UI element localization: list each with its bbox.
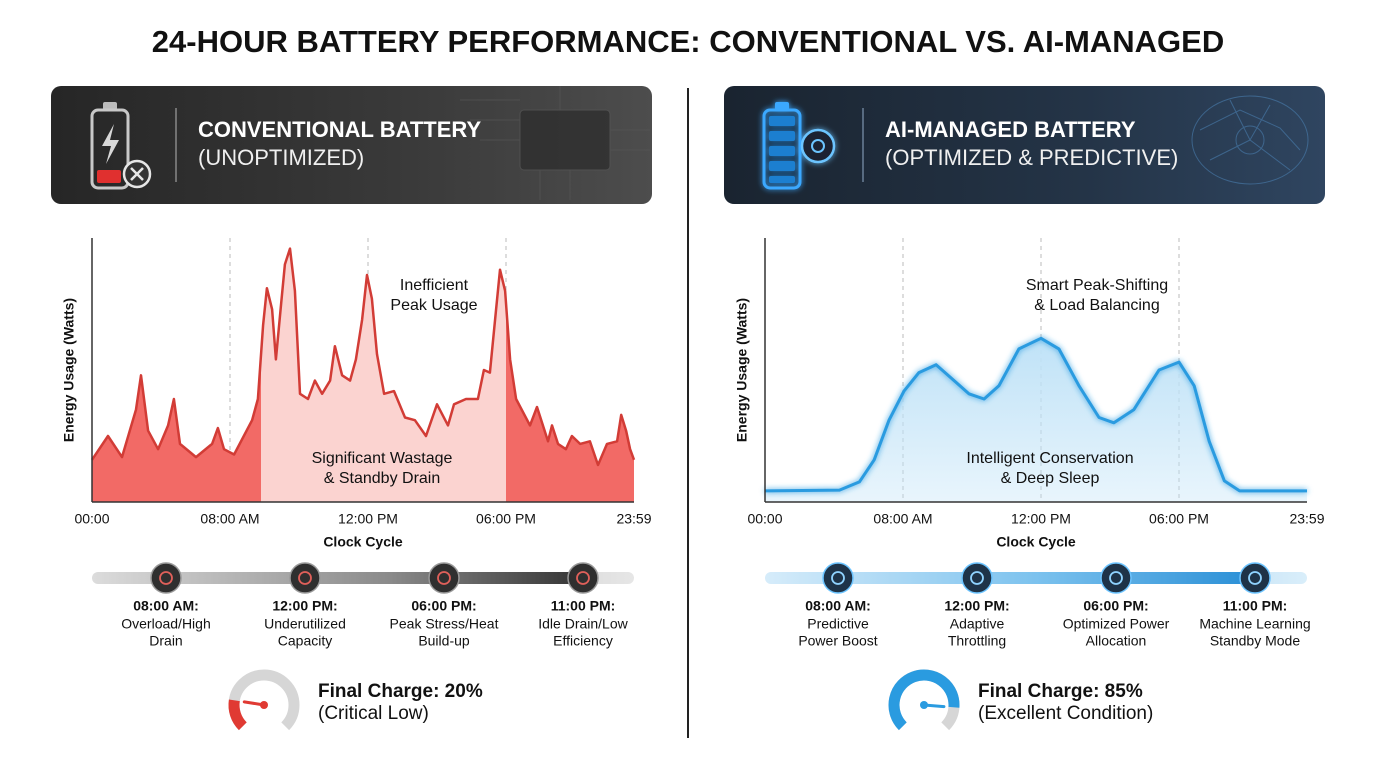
timeline-bar (765, 572, 1307, 584)
x-tick-label: 08:00 AM (200, 511, 259, 527)
milestone-time: 11:00 PM: (1223, 598, 1288, 614)
milestone-time: 08:00 AM: (805, 598, 871, 614)
final-charge-label: Final Charge: 20% (318, 681, 483, 702)
milestone-text: Drain (149, 633, 182, 649)
milestone-time: 08:00 AM: (133, 598, 199, 614)
y-axis-label: Energy Usage (Watts) (61, 298, 77, 442)
milestone-glyph (831, 571, 845, 585)
milestone-icon (428, 562, 460, 594)
timeline-bar (92, 572, 634, 584)
page-title: 24-HOUR BATTERY PERFORMANCE: CONVENTIONA… (152, 24, 1224, 59)
panel-title: CONVENTIONAL BATTERY (198, 117, 481, 142)
milestone-time: 06:00 PM: (411, 598, 476, 614)
panel-subtitle: (UNOPTIMIZED) (198, 145, 364, 170)
annotation: Smart Peak-Shifting (1026, 277, 1168, 294)
gauge-fill (888, 669, 960, 731)
battery-icon (90, 102, 152, 190)
milestone-text: Overload/High (121, 616, 211, 632)
milestone-icon (1239, 562, 1271, 594)
milestone-time: 06:00 PM: (1083, 598, 1148, 614)
milestone-time: 12:00 PM: (272, 598, 337, 614)
milestone-icon (289, 562, 321, 594)
x-tick-label: 06:00 PM (1149, 511, 1209, 527)
x-tick-label: 06:00 PM (476, 511, 536, 527)
gauge-hub (920, 701, 928, 709)
ai-battery-icon (762, 102, 836, 190)
x-tick-label: 23:59 (616, 511, 651, 527)
milestone-icon (1100, 562, 1132, 594)
annotation: & Standby Drain (324, 470, 441, 487)
x-axis-label: Clock Cycle (996, 534, 1076, 550)
milestone-time: 11:00 PM: (551, 598, 616, 614)
final-charge-status: (Excellent Condition) (978, 703, 1153, 724)
panel-subtitle: (OPTIMIZED & PREDICTIVE) (885, 145, 1178, 170)
data-line (90, 247, 636, 467)
milestone-glyph (970, 571, 984, 585)
gauge-hub (260, 701, 268, 709)
panel-title: AI-MANAGED BATTERY (885, 117, 1136, 142)
milestone-icon (567, 562, 599, 594)
data-line (764, 336, 1307, 493)
milestone-text: Capacity (278, 633, 332, 649)
milestone-text: Allocation (1086, 633, 1147, 649)
milestone-text: Idle Drain/Low (538, 616, 628, 632)
milestone-glyph (298, 571, 312, 585)
x-axis-label: Clock Cycle (323, 534, 403, 550)
x-tick-label: 00:00 (74, 511, 109, 527)
milestone-icon (961, 562, 993, 594)
annotation: Peak Usage (390, 297, 477, 314)
milestone-text: Underutilized (264, 616, 346, 632)
milestone-text: Adaptive (950, 616, 1005, 632)
x-tick-label: 08:00 AM (873, 511, 932, 527)
milestone-text: Machine Learning (1199, 616, 1310, 632)
y-axis-label: Energy Usage (Watts) (734, 298, 750, 442)
annotation: Significant Wastage (312, 450, 453, 467)
milestone-text: Peak Stress/Heat (390, 616, 499, 632)
milestone-text: Efficiency (553, 633, 613, 649)
annotation: & Load Balancing (1034, 297, 1159, 314)
milestone-text: Standby Mode (1210, 633, 1300, 649)
milestone-text: Optimized Power (1063, 616, 1170, 632)
milestone-text: Throttling (948, 633, 1006, 649)
area-fill (765, 338, 1307, 502)
gauge-fill (228, 699, 247, 731)
highlight-fill (261, 248, 506, 502)
x-tick-label: 12:00 PM (1011, 511, 1071, 527)
annotation: & Deep Sleep (1001, 470, 1100, 487)
milestone-glyph (437, 571, 451, 585)
final-charge-status: (Critical Low) (318, 703, 429, 724)
x-tick-label: 23:59 (1289, 511, 1324, 527)
milestone-text: Build-up (418, 633, 470, 649)
milestone-text: Predictive (807, 616, 869, 632)
circuit-decoration (460, 86, 650, 200)
milestone-time: 12:00 PM: (944, 598, 1009, 614)
header-panel (724, 86, 1325, 204)
brain-decoration (1191, 95, 1309, 185)
final-charge-label: Final Charge: 85% (978, 681, 1143, 702)
milestone-text: Power Boost (798, 633, 877, 649)
milestone-icon (150, 562, 182, 594)
x-tick-label: 12:00 PM (338, 511, 398, 527)
x-tick-label: 00:00 (747, 511, 782, 527)
milestone-icon (822, 562, 854, 594)
milestone-glyph (1109, 571, 1123, 585)
annotation: Intelligent Conservation (966, 450, 1133, 467)
milestone-glyph (576, 571, 590, 585)
milestone-glyph (1248, 571, 1262, 585)
header-panel (51, 86, 652, 204)
milestone-glyph (159, 571, 173, 585)
annotation: Inefficient (400, 277, 469, 294)
